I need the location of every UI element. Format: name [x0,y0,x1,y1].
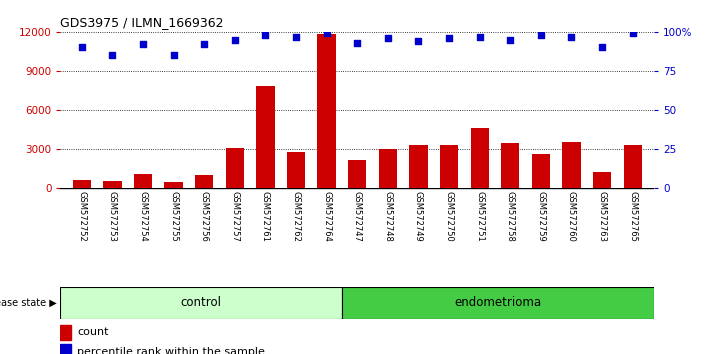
Point [505,37,516,42]
Bar [164,182,183,188]
Text: GSM572760: GSM572760 [567,190,576,241]
Point [260,32,271,38]
Point [76,45,87,50]
Text: GSM572752: GSM572752 [77,190,86,241]
Point [627,30,638,36]
Bar [440,145,459,188]
Text: GSM572761: GSM572761 [261,190,270,241]
Text: GDS3975 / ILMN_1669362: GDS3975 / ILMN_1669362 [60,16,224,29]
Bar [342,287,654,319]
Bar [318,34,336,188]
Text: GSM572759: GSM572759 [536,190,545,241]
Text: GSM572765: GSM572765 [629,190,637,241]
Text: GSM572762: GSM572762 [292,190,301,241]
Bar [624,145,642,188]
Text: GSM572758: GSM572758 [506,190,515,241]
Text: endometrioma: endometrioma [454,296,542,309]
Bar [593,172,611,188]
Bar [379,149,397,188]
Text: GSM572750: GSM572750 [444,190,454,241]
Bar [60,287,342,319]
Bar [103,181,122,188]
Bar [348,160,366,188]
Text: percentile rank within the sample: percentile rank within the sample [77,347,265,354]
Bar [195,175,213,188]
Point [229,37,240,42]
Bar [60,344,71,354]
Point [444,35,455,41]
Bar [225,148,244,188]
Text: GSM572756: GSM572756 [200,190,209,241]
Point [168,52,179,58]
Text: GSM572747: GSM572747 [353,190,362,241]
Bar [287,152,305,188]
Bar [532,154,550,188]
Point [351,40,363,46]
Text: GSM572748: GSM572748 [383,190,392,241]
Bar [73,181,91,188]
Bar [134,174,152,188]
Bar [60,325,71,340]
Text: GSM572763: GSM572763 [598,190,606,241]
Text: GSM572754: GSM572754 [139,190,148,241]
Text: count: count [77,327,109,337]
Point [137,41,149,47]
Point [597,45,608,50]
Text: control: control [181,296,222,309]
Text: disease state ▶: disease state ▶ [0,298,57,308]
Bar [471,128,489,188]
Text: GSM572749: GSM572749 [414,190,423,241]
Point [413,38,424,44]
Point [107,52,118,58]
Bar [562,142,581,188]
Bar [256,86,274,188]
Text: GSM572764: GSM572764 [322,190,331,241]
Point [474,34,486,39]
Point [566,34,577,39]
Text: GSM572751: GSM572751 [475,190,484,241]
Text: GSM572757: GSM572757 [230,190,240,241]
Text: GSM572753: GSM572753 [108,190,117,241]
Point [290,34,301,39]
Point [535,32,547,38]
Point [321,30,332,36]
Point [198,41,210,47]
Bar [501,143,520,188]
Bar [410,145,427,188]
Text: GSM572755: GSM572755 [169,190,178,241]
Point [383,35,394,41]
